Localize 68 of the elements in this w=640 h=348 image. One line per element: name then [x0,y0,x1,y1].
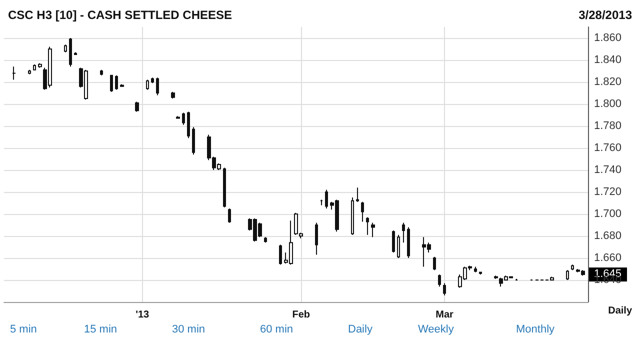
candlestick [100,69,103,76]
candlestick [315,222,318,256]
candlestick [443,282,446,296]
y-tick-label: 1.780 [594,120,622,132]
candlestick [407,226,410,258]
candlestick [228,208,231,224]
candlestick [182,112,185,126]
candlestick [264,236,267,244]
candlestick [33,64,36,70]
candlestick [371,222,375,238]
candlestick [120,84,124,87]
y-tick-label: 1.720 [594,186,622,198]
candlestick [223,167,226,208]
text: 15 min [84,324,118,336]
candlestick [192,126,195,156]
candlestick [325,189,328,209]
candlestick [351,197,354,236]
candlestick [366,216,369,236]
text: 3/28/2013 [578,8,632,22]
candlestick [156,77,159,96]
y-tick-label: 1.760 [594,142,622,154]
x-tick-label: '13 [136,310,150,320]
candlestick [38,62,42,68]
text: 60 min [260,324,294,336]
candlestick [151,77,154,84]
candlestick [392,230,395,253]
candlestick [571,264,574,271]
candlestick [64,44,67,53]
candlestick [115,74,118,90]
candlestick [320,199,323,206]
candlestick [356,187,359,202]
candlestick [110,74,113,92]
candlestick [438,274,441,288]
candlestick [176,116,180,119]
chart-title: CSC H3 [10] - CASH SETTLED CHEESE [8,8,232,22]
candlestick [171,91,175,99]
candlestick [135,101,139,112]
text: 30 min [172,324,206,336]
candlestick [12,66,16,80]
x-axis-title: Daily [608,306,632,316]
candlestick [494,275,498,280]
candlestick [361,201,364,222]
candlestick [479,272,482,275]
candlestick [28,69,31,75]
candlestick [433,256,436,271]
x-tick-label: Mar [436,310,454,320]
candlestick [187,111,190,139]
candlestick [74,52,77,55]
y-tick-label: 1.820 [594,76,622,88]
y-tick-label: 1.800 [594,98,622,110]
candlestick [397,234,400,258]
candlestick [474,266,477,273]
y-tick-label: 1.700 [594,208,622,220]
text: Weekly [418,324,454,336]
y-tick-label: 1.860 [594,32,622,44]
y-tick-label: 1.660 [594,252,622,264]
text: Daily [348,324,373,336]
candlestick [69,38,72,68]
y-tick-label: 1.840 [594,54,622,66]
y-tick-label: 1.680 [594,230,622,242]
candlestick [566,270,569,280]
candlestick [402,222,405,244]
text: 5 min [10,324,37,336]
x-tick-label: Feb [292,310,310,320]
y-tick-label: 1.740 [594,164,622,176]
text: Monthly [516,324,556,336]
candlestick [279,244,282,266]
candlestick [146,79,149,90]
